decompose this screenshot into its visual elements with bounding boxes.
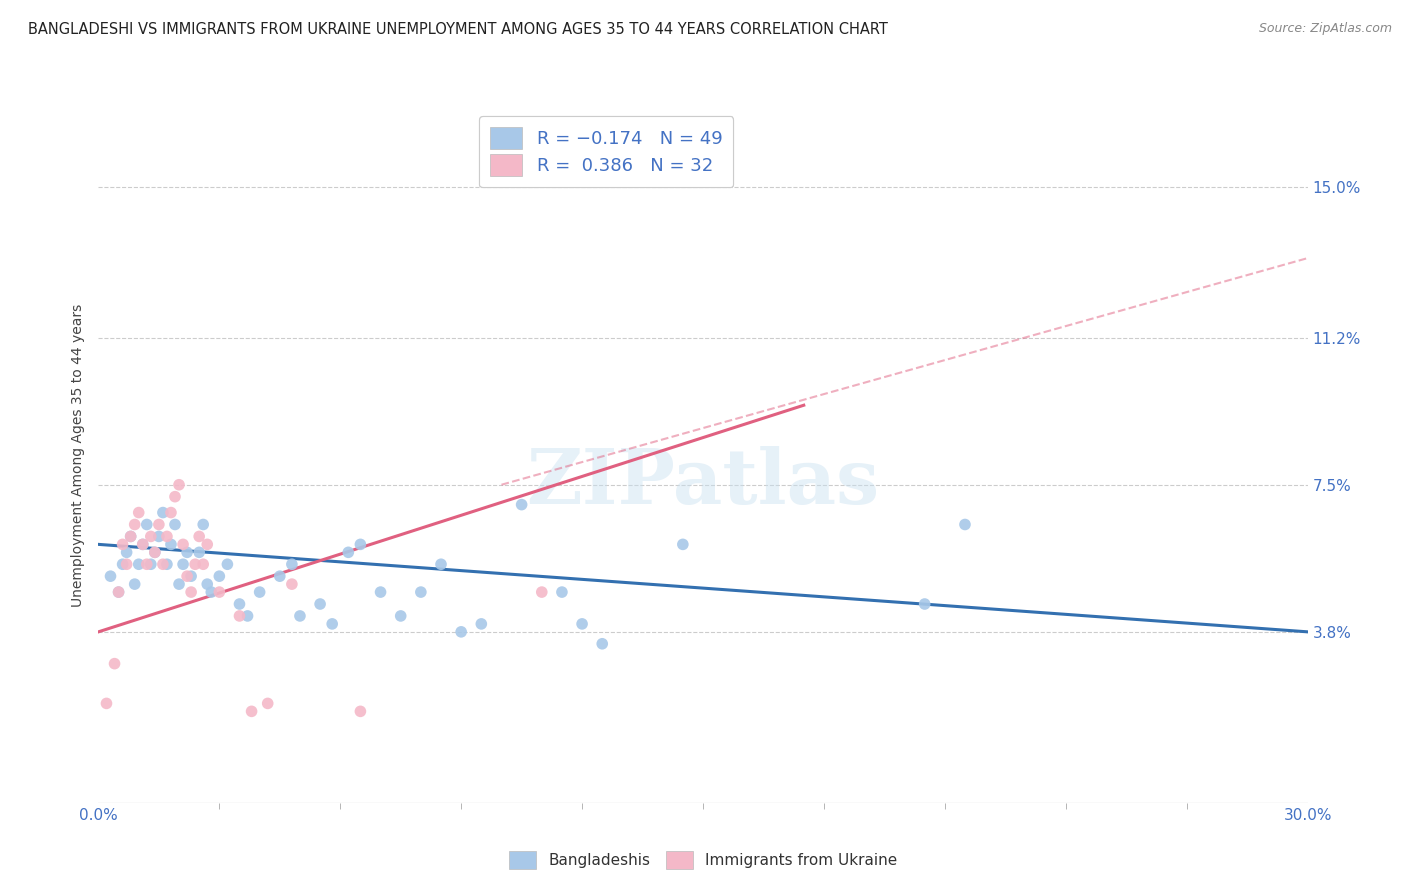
Point [132,537,155,551]
Point [195,537,218,551]
Point [111,558,134,572]
Point [143,545,166,559]
Point [115,558,138,572]
Point [111,537,134,551]
Point [470,616,492,631]
Point [156,529,179,543]
Point [228,597,250,611]
Point [188,545,211,559]
Point [240,704,263,718]
Point [139,529,162,543]
Text: ZIPatlas: ZIPatlas [526,446,880,520]
Point [217,558,239,572]
Point [430,558,453,572]
Point [135,517,157,532]
Point [236,609,259,624]
Point [184,558,207,572]
Point [551,585,574,599]
Point [176,569,198,583]
Point [450,624,472,639]
Point [152,506,174,520]
Point [148,517,170,532]
Point [180,569,202,583]
Point [120,529,142,543]
Point [591,637,613,651]
Point [163,517,186,532]
Point [172,558,194,572]
Point [409,585,432,599]
Point [510,498,533,512]
Point [100,569,122,583]
Point [309,597,332,611]
Point [193,517,215,532]
Point [107,585,129,599]
Point [139,558,162,572]
Point [180,585,202,599]
Point [124,517,146,532]
Point [167,477,190,491]
Point [156,558,179,572]
Point [103,657,125,671]
Text: BANGLADESHI VS IMMIGRANTS FROM UKRAINE UNEMPLOYMENT AMONG AGES 35 TO 44 YEARS CO: BANGLADESHI VS IMMIGRANTS FROM UKRAINE U… [28,22,889,37]
Point [249,585,271,599]
Point [281,558,304,572]
Point [124,577,146,591]
Point [96,697,118,711]
Point [228,609,250,624]
Point [389,609,412,624]
Point [208,569,231,583]
Legend: Bangladeshis, Immigrants from Ukraine: Bangladeshis, Immigrants from Ukraine [502,845,904,875]
Point [176,545,198,559]
Point [193,558,215,572]
Point [160,506,183,520]
Text: Source: ZipAtlas.com: Source: ZipAtlas.com [1258,22,1392,36]
Point [167,577,190,591]
Point [953,517,976,532]
Point [349,704,371,718]
Point [281,577,304,591]
Point [349,537,371,551]
Point [128,506,150,520]
Point [107,585,129,599]
Point [200,585,222,599]
Legend: R = −0.174   N = 49, R =  0.386   N = 32: R = −0.174 N = 49, R = 0.386 N = 32 [479,116,734,187]
Point [914,597,936,611]
Point [120,529,142,543]
Point [128,558,150,572]
Point [163,490,186,504]
Point [208,585,231,599]
Point [195,577,218,591]
Point [370,585,392,599]
Point [115,545,138,559]
Point [148,529,170,543]
Point [288,609,311,624]
Point [143,545,166,559]
Point [160,537,183,551]
Point [256,697,278,711]
Point [530,585,553,599]
Point [269,569,291,583]
Point [152,558,174,572]
Point [337,545,360,559]
Point [672,537,695,551]
Point [135,558,157,572]
Point [132,537,155,551]
Y-axis label: Unemployment Among Ages 35 to 44 years: Unemployment Among Ages 35 to 44 years [70,303,84,607]
Point [321,616,343,631]
Point [172,537,194,551]
Point [188,529,211,543]
Point [571,616,593,631]
